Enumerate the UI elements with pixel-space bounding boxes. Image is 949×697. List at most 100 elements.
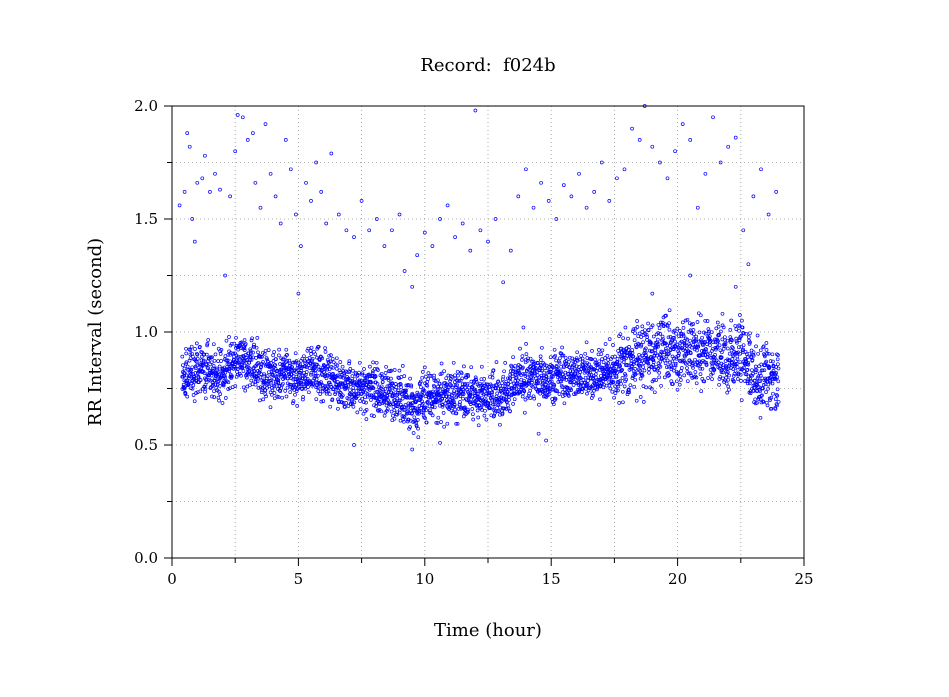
data-point <box>230 374 234 379</box>
x-tick-label: 0 <box>167 570 177 588</box>
data-point <box>635 319 639 323</box>
data-point <box>723 359 728 363</box>
data-point <box>383 371 388 375</box>
data-point <box>413 418 418 423</box>
data-point <box>355 410 360 415</box>
data-point <box>539 180 543 185</box>
data-point <box>667 373 672 377</box>
data-point <box>438 440 442 445</box>
data-point <box>524 167 528 172</box>
data-point <box>624 350 629 354</box>
data-point <box>271 383 276 388</box>
data-point <box>472 391 477 395</box>
data-point <box>560 345 564 350</box>
data-point <box>544 375 549 379</box>
y-tick-label: 1.0 <box>134 323 158 341</box>
data-point <box>263 122 268 126</box>
data-point <box>516 368 521 373</box>
data-point <box>503 382 508 386</box>
data-point <box>458 394 463 399</box>
data-point <box>665 365 669 370</box>
data-point <box>183 391 188 396</box>
data-point <box>250 382 255 387</box>
data-point <box>758 389 762 394</box>
data-point <box>263 348 268 353</box>
data-point <box>233 149 238 154</box>
data-point <box>190 217 195 221</box>
data-point <box>623 373 628 378</box>
data-point <box>672 328 677 333</box>
data-point <box>235 113 240 117</box>
data-point <box>309 345 314 350</box>
data-point <box>569 194 574 199</box>
data-point <box>677 334 681 339</box>
data-point <box>432 373 436 378</box>
data-point <box>511 355 515 360</box>
data-point <box>692 345 697 349</box>
data-point <box>634 345 639 350</box>
data-point <box>242 338 247 342</box>
data-point <box>221 370 226 375</box>
data-point <box>216 395 221 400</box>
data-point <box>474 377 478 382</box>
data-point <box>190 351 194 356</box>
data-point <box>400 364 405 368</box>
data-point <box>721 347 726 351</box>
data-point <box>583 351 588 356</box>
data-point <box>577 365 581 369</box>
data-point <box>269 378 274 383</box>
data-point <box>671 382 675 386</box>
data-point <box>574 358 579 362</box>
data-point <box>766 351 771 356</box>
data-point <box>215 373 220 377</box>
data-point <box>256 350 260 355</box>
data-point <box>744 372 749 377</box>
data-point <box>721 325 726 330</box>
data-point <box>702 379 707 384</box>
data-point <box>303 376 308 381</box>
data-point <box>254 345 259 350</box>
data-point <box>255 336 260 340</box>
data-point <box>718 160 723 165</box>
data-point <box>195 356 200 361</box>
data-point <box>663 346 668 351</box>
data-point <box>601 379 606 383</box>
data-point <box>633 372 638 377</box>
data-point <box>348 391 353 396</box>
data-point <box>764 390 768 394</box>
data-point <box>347 392 352 397</box>
data-point <box>284 347 289 352</box>
data-point <box>557 370 561 374</box>
data-point <box>226 352 231 357</box>
data-point <box>521 325 526 330</box>
data-point <box>283 373 287 378</box>
data-point <box>731 374 736 378</box>
data-point <box>682 341 687 346</box>
data-point <box>466 374 470 379</box>
y-tick-label: 0.5 <box>134 436 158 454</box>
data-point <box>206 338 211 342</box>
data-point <box>695 348 699 353</box>
data-point <box>589 357 594 362</box>
data-point <box>368 374 373 379</box>
data-point <box>245 138 250 142</box>
data-point <box>525 358 530 363</box>
data-point <box>765 403 770 408</box>
data-point <box>346 404 351 408</box>
data-point <box>692 336 696 341</box>
data-point <box>623 349 627 354</box>
data-point <box>291 399 296 403</box>
data-point <box>316 389 321 393</box>
data-point <box>706 331 711 336</box>
data-point <box>667 321 671 326</box>
data-point <box>244 355 249 360</box>
data-point <box>696 344 701 349</box>
data-point <box>673 361 678 366</box>
data-point <box>571 375 576 379</box>
data-point <box>632 373 637 377</box>
data-point <box>679 366 684 370</box>
data-point <box>223 396 228 400</box>
data-point <box>658 353 663 357</box>
data-point <box>557 392 562 396</box>
data-point <box>335 363 340 368</box>
